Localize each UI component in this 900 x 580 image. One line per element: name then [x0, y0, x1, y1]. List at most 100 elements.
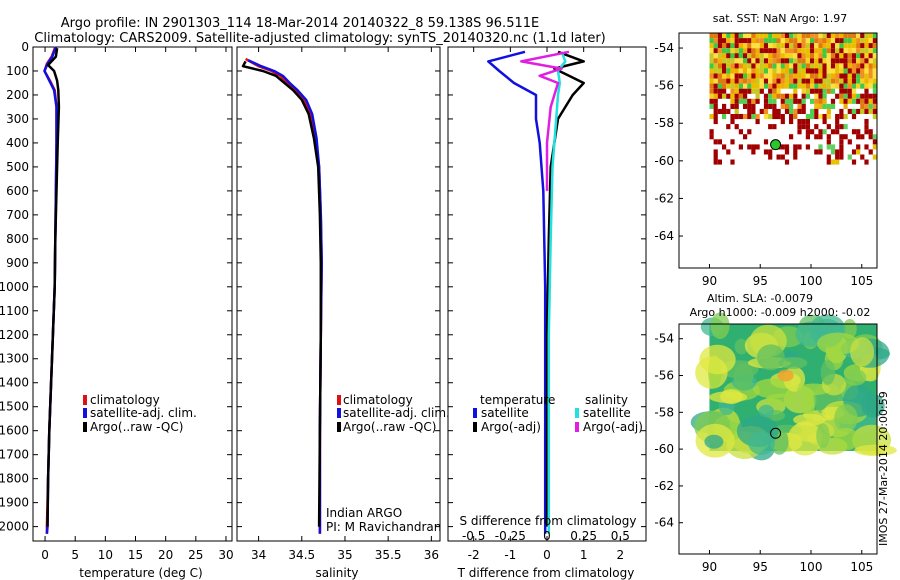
sla-map-frame: [678, 323, 878, 555]
sst-map-cell: [801, 119, 806, 125]
sst-map-cell: [864, 48, 869, 54]
sst-map-cell: [780, 43, 785, 49]
sst-map-cell: [747, 78, 752, 84]
sal-legend-argo: Argo(..raw -QC): [343, 420, 436, 434]
sst-map-cell: [763, 58, 769, 64]
sst-map-cell: [835, 159, 840, 165]
sst-map-cell: [797, 129, 802, 135]
sst-map-cell: [713, 154, 718, 160]
sst-map-cell: [868, 134, 873, 140]
sst-map-cell: [747, 33, 752, 39]
sst-map-cell: [789, 83, 794, 89]
difference-xtick-top-label: 0.25: [570, 529, 597, 543]
sst-map-cell: [768, 33, 773, 39]
sst-map-cell: [864, 88, 869, 94]
temperature-xtick-label: 0: [41, 548, 49, 562]
sst-map-cell: [743, 88, 748, 94]
sst-map-cell: [730, 159, 735, 165]
sst-map-cell: [839, 53, 844, 59]
sst-map-cell: [755, 43, 760, 49]
sst-map-cell: [751, 114, 756, 120]
sst-map-cell: [801, 33, 806, 39]
sst-map-cell: [818, 48, 823, 54]
temp-legend-satellite: satellite-adj. clim.: [90, 406, 197, 420]
sst-map-cell: [851, 129, 857, 135]
sst-map-cell: [835, 43, 840, 49]
sst-map-cell: [856, 68, 861, 74]
sst-map-cell: [713, 108, 718, 114]
sst-map-cell: [768, 78, 773, 84]
temperature-ytick-label: 600: [6, 184, 29, 198]
sst-map-cell: [768, 124, 773, 130]
sst-map-cell: [830, 98, 836, 104]
sst-map-cell: [789, 108, 794, 114]
sst-map-cell: [780, 154, 785, 160]
sst-map-cell: [797, 98, 802, 104]
sst-map-cell: [755, 93, 760, 99]
sst-map-cell: [751, 144, 756, 150]
sst-map-cell: [868, 108, 873, 114]
sst-map-cell: [789, 33, 794, 39]
sst-map-cell: [810, 108, 815, 114]
sst-map-cell: [818, 103, 823, 109]
sst-map-cell: [713, 149, 718, 155]
sst-map-cell: [743, 83, 748, 89]
sst-map-cell: [793, 58, 798, 64]
sst-map-cell: [805, 144, 810, 150]
sst-map-cell: [856, 98, 861, 104]
sst-map-cell: [856, 43, 861, 49]
sst-map-cell: [835, 33, 840, 39]
sst-map-cell: [864, 58, 869, 64]
sst-map-cell: [789, 43, 794, 49]
sst-map-cell: [839, 73, 844, 79]
sst-map-cell: [860, 98, 865, 104]
sst-map-cell: [801, 68, 806, 74]
sst-map-cell: [730, 38, 735, 44]
sst-map-cell: [747, 88, 752, 94]
sst-map-xtick-label: 105: [850, 274, 873, 288]
sst-map-cell: [839, 33, 844, 39]
sst-map-cell: [856, 38, 861, 44]
sst-map-cell: [730, 63, 735, 69]
sst-map-cell: [860, 108, 865, 114]
sst-map-cell: [856, 93, 861, 99]
sst-map-cell: [789, 103, 794, 109]
sst-map-cell: [747, 53, 752, 59]
sst-map-cell: [793, 68, 798, 74]
sst-map-cell: [826, 43, 831, 49]
sst-map-cell: [868, 98, 873, 104]
sst-map-argo-marker: [770, 139, 782, 151]
sst-map-cell: [730, 114, 735, 120]
sst-map-cell: [713, 139, 718, 145]
sst-map-cell: [847, 53, 852, 59]
sst-map-cell: [835, 154, 840, 160]
salinity-xtick-label: 34: [251, 548, 266, 562]
temperature-ytick-label: 400: [6, 136, 29, 150]
sst-map-cell: [759, 58, 764, 64]
sst-map-cell: [738, 73, 743, 79]
sst-map-cell: [784, 83, 790, 89]
temperature-xtick-label: 10: [98, 548, 113, 562]
sst-map-cell: [843, 53, 848, 59]
sst-map-cell: [797, 108, 802, 114]
sst-map-cell: [864, 124, 869, 130]
sst-map-cell: [751, 43, 756, 49]
sst-map-cell: [830, 144, 836, 150]
temperature-ytick-label: 300: [6, 112, 29, 126]
sst-map-cell: [805, 119, 810, 125]
sst-map-cell: [784, 93, 790, 99]
sst-map-cell: [730, 83, 735, 89]
sst-map-cell: [789, 78, 794, 84]
sst-map-cell: [717, 43, 722, 49]
sst-map-cell: [856, 73, 861, 79]
sst-map-cell: [856, 129, 861, 135]
sst-map-cell: [801, 93, 806, 99]
sst-map-cell: [805, 58, 810, 64]
sst-map-cell: [793, 43, 798, 49]
temperature-ytick-label: 1100: [0, 304, 29, 318]
sst-map-cell: [763, 48, 769, 54]
sst-map-cell: [763, 38, 769, 44]
sst-map-cell: [822, 114, 827, 120]
sst-map-title: sat. SST: NaN Argo: 1.97: [713, 12, 847, 25]
sst-map-cell: [818, 129, 823, 135]
